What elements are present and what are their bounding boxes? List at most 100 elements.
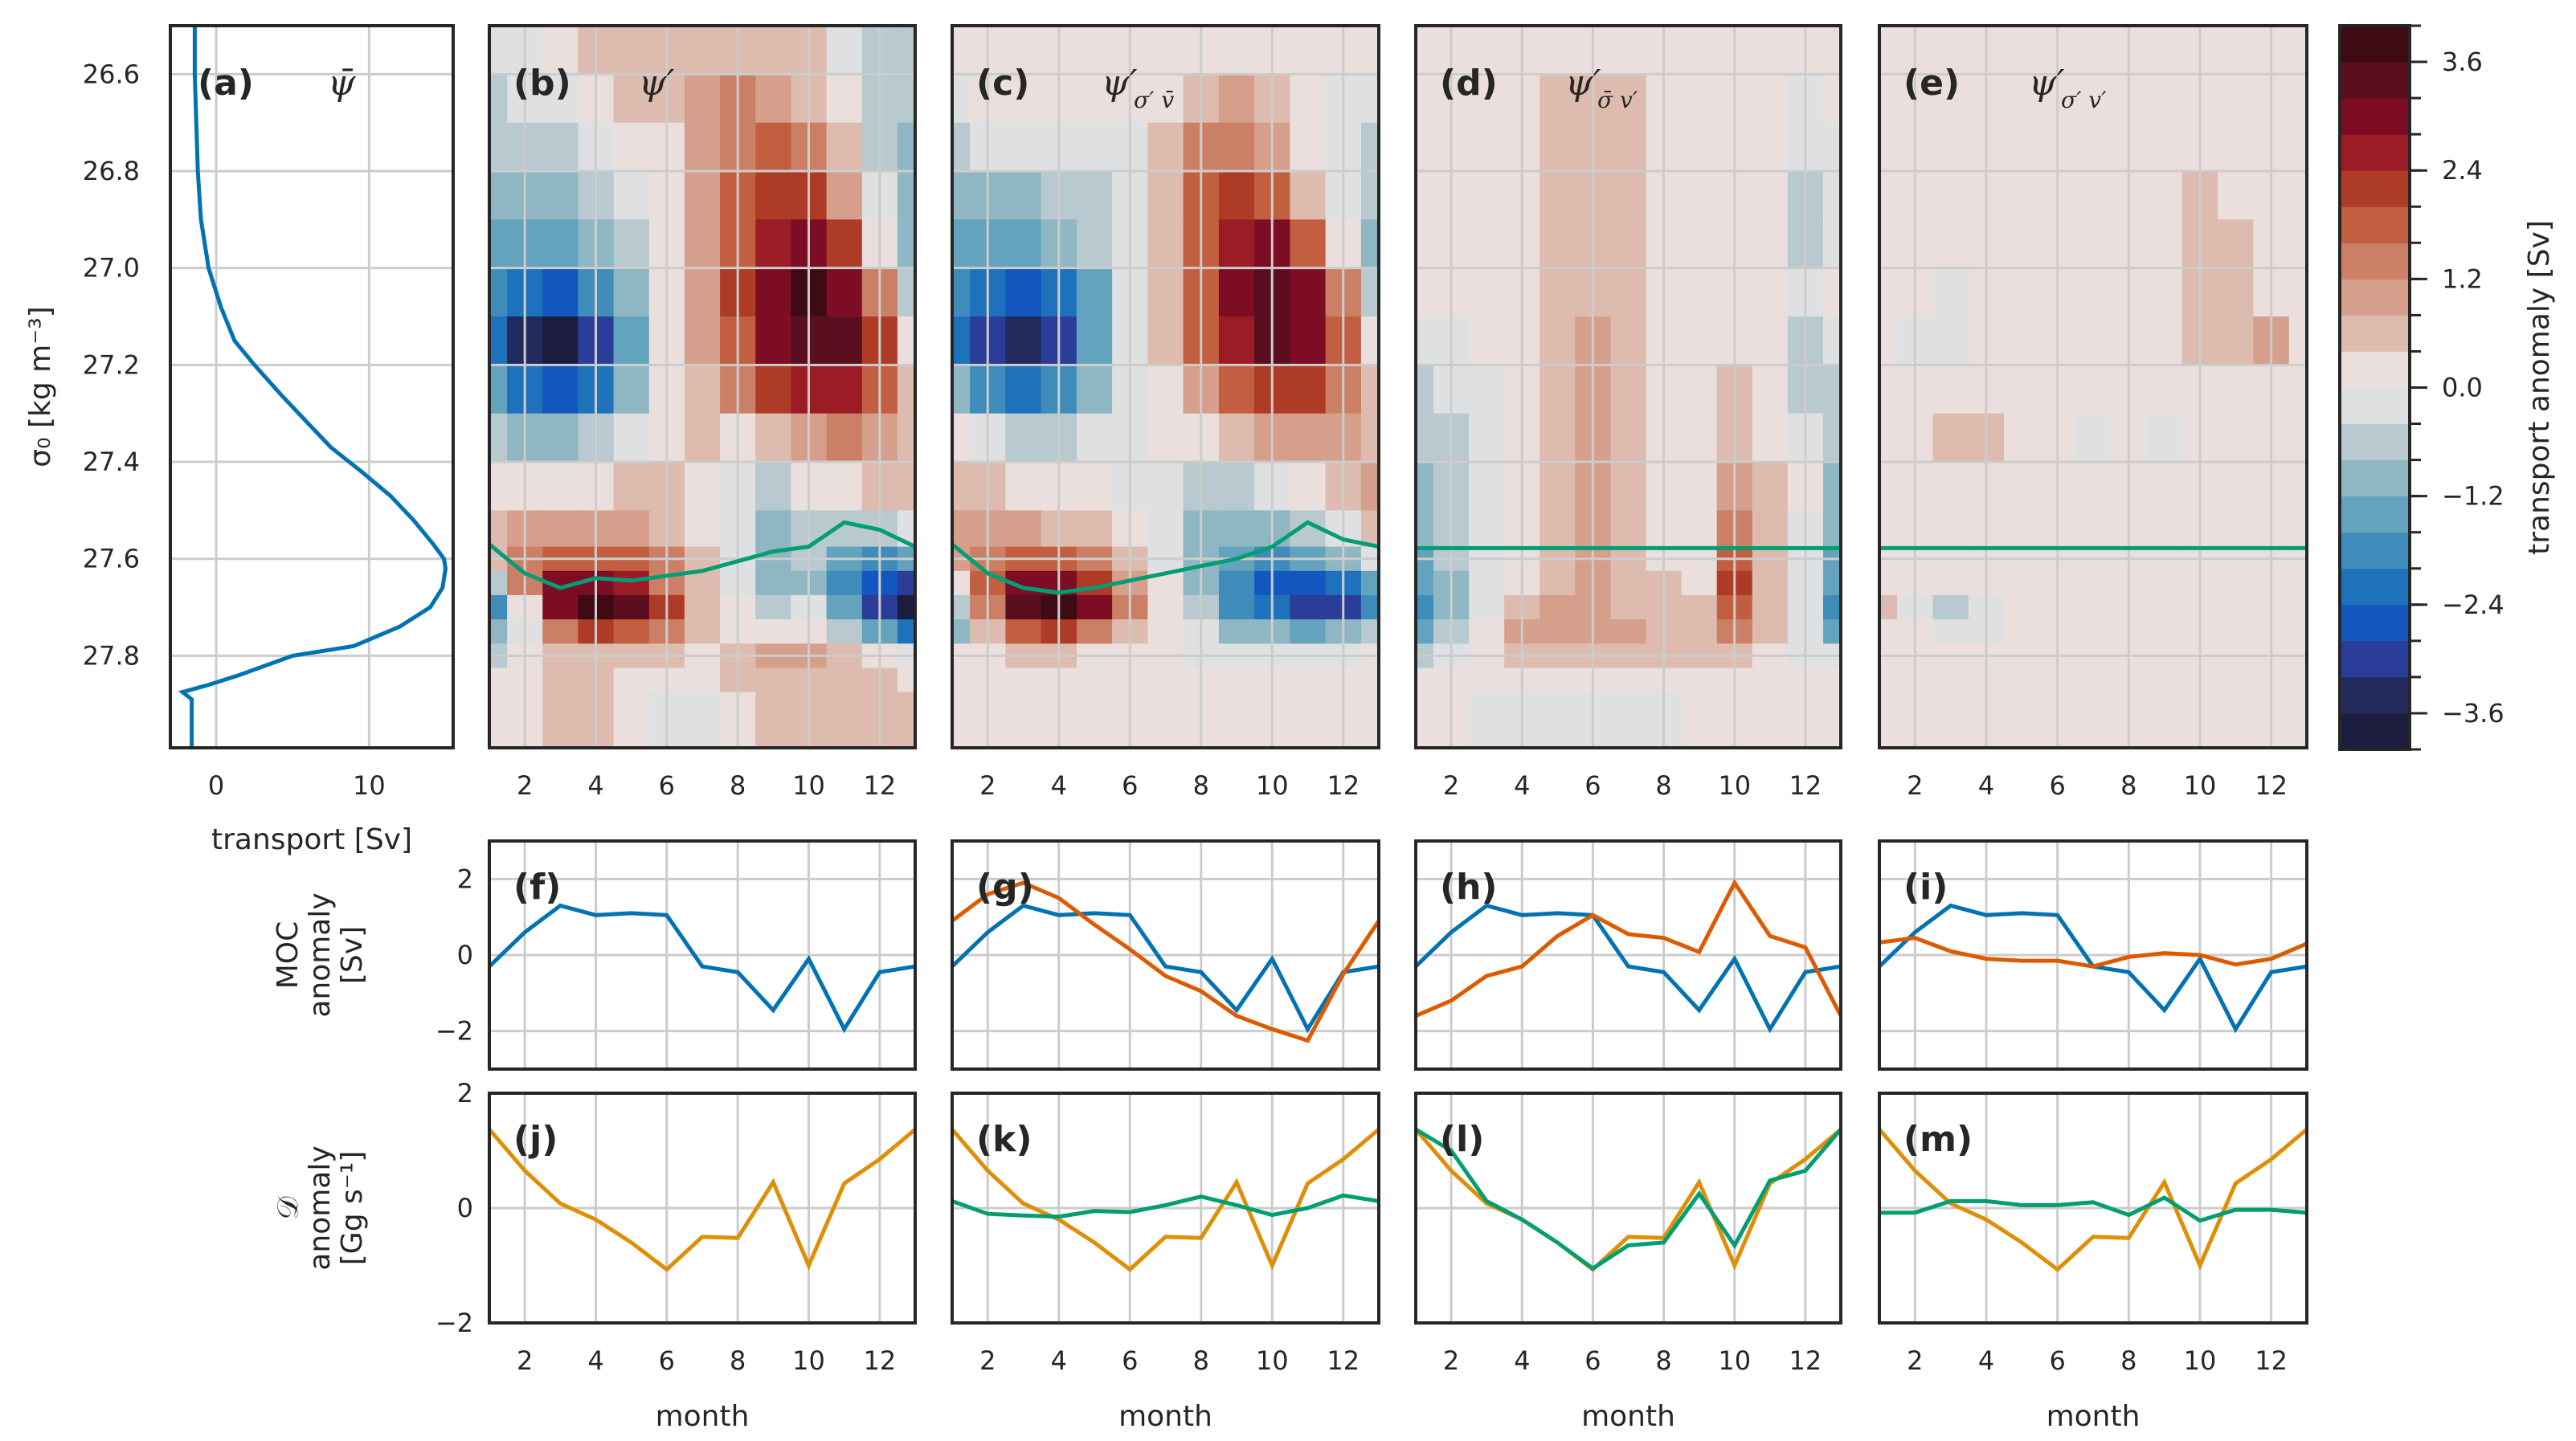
heatmap-cell [1416, 692, 1434, 717]
panel-label: (b) [513, 63, 571, 104]
heatmap-cell [1469, 74, 1505, 124]
series-line-d-component [1416, 1127, 1841, 1272]
colorbar-swatch [2340, 279, 2410, 316]
heatmap-cell [2218, 365, 2255, 414]
panel-e-psi-sigma-prime-vprime: 2 4 6 8 10 12 (e) ψ′σ′ v′ [1878, 24, 2308, 801]
heatmap-cell [1823, 122, 1841, 172]
heatmap-cell [1539, 26, 1576, 76]
heatmap-cell [489, 570, 508, 596]
heatmap-cell [897, 122, 915, 172]
heatmap-cell [1218, 26, 1255, 76]
panel-title-symbol: ψ′ [1102, 63, 1138, 104]
heatmap-cell [1290, 692, 1327, 717]
heatmap-cell [826, 267, 863, 317]
heatmap-cell [1416, 570, 1434, 596]
colorbar-swatch [2340, 206, 2410, 243]
heatmap-cell [1752, 594, 1789, 620]
x-tick-label: 4 [1514, 1345, 1530, 1376]
panel-title-subscript: σ′ v′ [2061, 87, 2107, 113]
heatmap-cell [2146, 219, 2183, 269]
heatmap-cell [489, 462, 508, 511]
heatmap-cell [1076, 219, 1113, 269]
heatmap-cell [826, 462, 863, 511]
heatmap-cell [2146, 619, 2183, 644]
heatmap-cell [542, 74, 579, 124]
x-tick-label: 8 [1193, 770, 1209, 801]
heatmap-cell [613, 413, 650, 463]
heatmap-cell [1218, 413, 1255, 463]
heatmap-cell [952, 26, 971, 76]
heatmap-cell [1360, 316, 1379, 365]
heatmap-cell [2004, 692, 2041, 717]
heatmap-cell [1218, 667, 1255, 693]
heatmap-cell [1005, 619, 1042, 644]
heatmap-cell [2004, 462, 2041, 511]
x-tick-label: 2 [517, 770, 533, 801]
heatmap-cell [1752, 219, 1789, 269]
series-line-moc-component [1879, 936, 2307, 969]
x-tick-label: 12 [863, 1345, 896, 1376]
heatmap-cell [1752, 316, 1789, 365]
heatmap-cell [897, 267, 915, 317]
heatmap-cell [1147, 510, 1184, 548]
x-tick-label: 12 [1789, 770, 1822, 801]
heatmap-cell [613, 267, 650, 317]
heatmap-cell [1147, 594, 1184, 620]
heatmap-cell [1360, 570, 1379, 596]
heatmap-cell [1469, 619, 1505, 644]
heatmap-cell [1610, 510, 1647, 548]
series-line-moc-total [952, 903, 1379, 1034]
heatmap-cell [542, 365, 579, 414]
heatmap-cell [1539, 219, 1576, 269]
heatmap-cell [1610, 716, 1647, 748]
heatmap-cell [1932, 122, 1969, 172]
heatmap-cell [1076, 594, 1113, 620]
heatmap-cell [1932, 570, 1969, 596]
axes-frame [1414, 1092, 1842, 1325]
panel-label: (c) [976, 63, 1029, 104]
heatmap-cell [952, 510, 971, 548]
heatmap-cell [1752, 74, 1789, 124]
panel-label: (j) [513, 1119, 558, 1160]
x-tick-label: 8 [730, 1345, 746, 1376]
series-line-d-component [952, 1193, 1379, 1219]
heatmap-cell [2146, 316, 2183, 365]
heatmap-cell [1681, 594, 1718, 620]
heatmap-cell [2288, 594, 2307, 620]
x-tick-label: 12 [2255, 770, 2288, 801]
heatmap-cell [1610, 171, 1647, 220]
heatmap-cell [2004, 570, 2041, 596]
heatmap-cell [1147, 716, 1184, 748]
x-tick-label: 12 [1327, 1345, 1360, 1376]
heatmap-cell [1932, 667, 1969, 693]
heatmap-cell [1752, 267, 1789, 317]
heatmap-cell [2288, 267, 2307, 317]
heatmap-cell [1823, 570, 1841, 596]
heatmap-cell [1469, 510, 1505, 548]
heatmap-cell [2075, 74, 2112, 124]
heatmap-cell [1752, 122, 1789, 172]
panel-d-psi-sigmabar-vprime: 2 4 6 8 10 12 (d) ψ′σ̄ v′ [1414, 24, 1842, 801]
axes-frame [488, 1092, 917, 1325]
heatmap-cell [2004, 267, 2041, 317]
x-tick-label: 2 [979, 770, 996, 801]
heatmap-cell [1416, 74, 1434, 124]
heatmap-cell [1932, 219, 1969, 269]
heatmap-cell [1681, 692, 1718, 717]
heatmap-cell [1823, 267, 1841, 317]
x-tick-label: 10 [353, 770, 386, 801]
heatmap-cell [2146, 267, 2183, 317]
heatmap-cell [2075, 570, 2112, 596]
y-tick-label: 27.0 [83, 253, 140, 284]
panel-label: (g) [976, 867, 1034, 908]
heatmap-cell [1076, 667, 1113, 693]
heatmap-cell [684, 716, 721, 748]
heatmap-cell [489, 365, 508, 414]
heatmap-cell [2004, 74, 2041, 124]
heatmap-cell [684, 667, 721, 693]
heatmap-cell [1416, 462, 1434, 511]
x-tick-label: 6 [1584, 770, 1601, 801]
heatmap-cell [755, 413, 792, 463]
heatmap-cell [2288, 413, 2307, 463]
heatmap-cell [1539, 365, 1576, 414]
